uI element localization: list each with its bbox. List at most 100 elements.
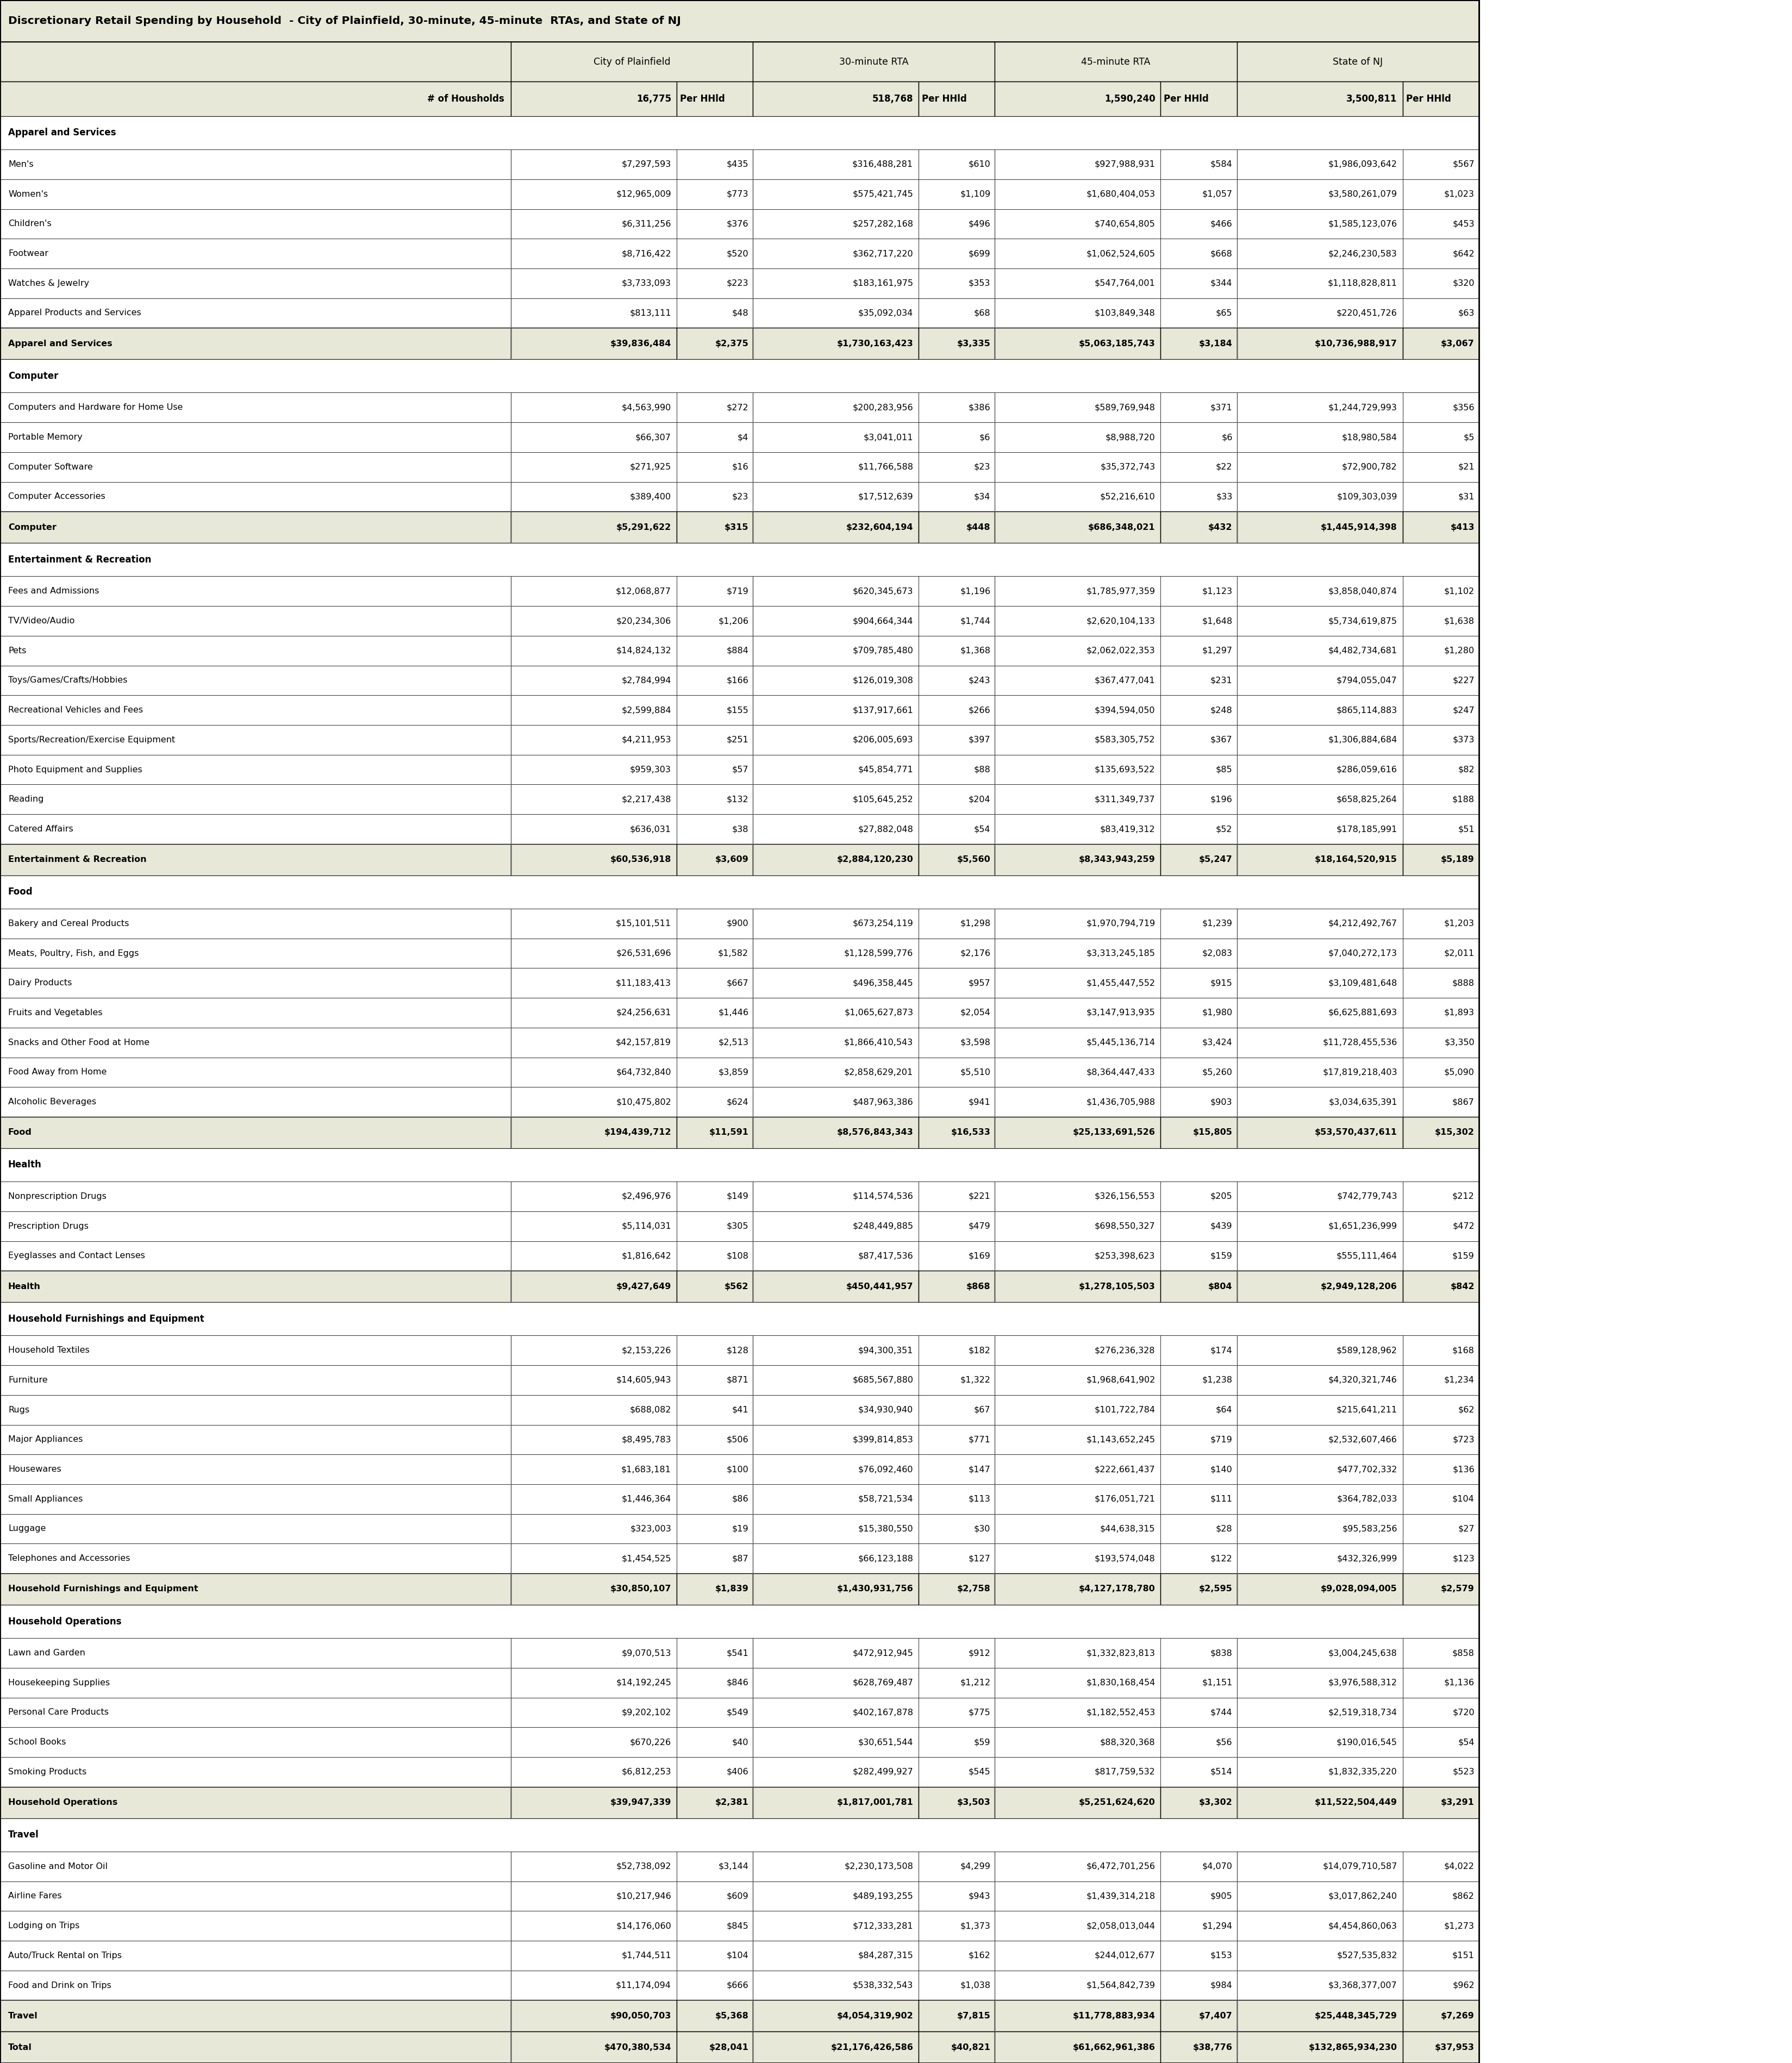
Text: Entertainment & Recreation: Entertainment & Recreation [9,555,151,565]
Bar [995,83,1161,116]
Bar [1161,1970,1236,2001]
Text: $3,503: $3,503 [957,1799,991,1807]
Text: $2,858,629,201: $2,858,629,201 [844,1069,912,1077]
Text: $243: $243 [968,677,991,685]
Bar [1161,1242,1236,1271]
Text: $65: $65 [1215,309,1233,318]
Text: $666: $666 [726,1980,749,1989]
Bar [511,1483,677,1514]
Bar [1236,695,1403,724]
Bar [676,1851,753,1881]
Text: $3,976,588,312: $3,976,588,312 [1328,1679,1396,1688]
Bar [676,299,753,328]
Bar [1236,635,1403,666]
Text: $487,963,386: $487,963,386 [853,1098,912,1106]
Bar [919,666,995,695]
Bar [1236,815,1403,844]
Text: $251: $251 [726,736,749,745]
Bar [995,268,1161,299]
Bar [1403,939,1478,968]
Bar [1403,1970,1478,2001]
Text: $865,114,883: $865,114,883 [1335,706,1396,714]
Bar [919,328,995,359]
Text: $194,439,712: $194,439,712 [604,1128,670,1137]
Bar [919,998,995,1027]
Text: $1,455,447,552: $1,455,447,552 [1086,980,1154,986]
Bar [919,1058,995,1087]
Bar [995,179,1161,208]
Text: $223: $223 [726,279,749,287]
Bar [1403,299,1478,328]
Text: $1,680,404,053: $1,680,404,053 [1086,190,1154,198]
Text: Computer Software: Computer Software [9,462,93,470]
Text: $362,717,220: $362,717,220 [853,250,912,258]
Bar [919,1910,995,1941]
Text: $58,721,534: $58,721,534 [858,1496,912,1504]
Bar [919,755,995,784]
Bar [919,1638,995,1667]
Text: $205: $205 [1210,1192,1233,1201]
Bar [1403,1910,1478,1941]
Bar [919,2032,995,2063]
Text: $6: $6 [1220,433,1233,441]
Bar [753,239,919,268]
Bar [1236,1426,1403,1454]
Bar [676,1395,753,1426]
Text: Lodging on Trips: Lodging on Trips [9,1923,79,1931]
Text: $448: $448 [966,524,991,532]
Text: $2,062,022,353: $2,062,022,353 [1086,646,1154,654]
Bar [1403,1574,1478,1605]
Text: Household Furnishings and Equipment: Household Furnishings and Equipment [9,1584,199,1593]
Bar [676,1667,753,1698]
Text: $151: $151 [1452,1952,1475,1960]
Text: Bakery and Cereal Products: Bakery and Cereal Products [9,920,129,928]
Bar [919,423,995,452]
Text: $101,722,784: $101,722,784 [1095,1405,1154,1413]
Bar [1403,998,1478,1027]
Bar [1236,1941,1403,1970]
Text: $4: $4 [737,433,749,441]
Text: Photo Equipment and Supplies: Photo Equipment and Supplies [9,765,142,774]
Text: $104: $104 [1452,1496,1475,1504]
Bar [753,1454,919,1483]
Text: $7,815: $7,815 [957,2011,991,2020]
Bar [511,268,677,299]
Bar [0,666,511,695]
Text: $1,203: $1,203 [1444,920,1475,928]
Bar [0,1483,511,1514]
Bar [995,1116,1161,1149]
Text: $204: $204 [968,794,991,803]
Bar [1161,1366,1236,1395]
Bar [0,1910,511,1941]
Bar [0,1970,511,2001]
Text: $37,953: $37,953 [1434,2042,1475,2051]
Bar [1403,1211,1478,1242]
Bar [1236,908,1403,939]
Bar [0,543,1478,576]
Bar [919,1242,995,1271]
Bar [0,908,511,939]
Text: $56: $56 [1215,1739,1233,1745]
Bar [995,1395,1161,1426]
Text: $72,900,782: $72,900,782 [1342,462,1396,470]
Bar [1403,576,1478,607]
Text: Major Appliances: Major Appliances [9,1436,82,1444]
Bar [1161,908,1236,939]
Bar [919,635,995,666]
Bar [1403,1116,1478,1149]
Text: $962: $962 [1452,1980,1475,1989]
Text: $326,156,553: $326,156,553 [1095,1192,1154,1201]
Text: $222,661,437: $222,661,437 [1095,1465,1154,1473]
Text: $5,189: $5,189 [1441,856,1475,864]
Text: $1,065,627,873: $1,065,627,873 [844,1009,912,1017]
Text: $42,157,819: $42,157,819 [616,1038,670,1046]
Text: $562: $562 [724,1283,749,1291]
Bar [753,908,919,939]
Text: $1,436,705,988: $1,436,705,988 [1086,1098,1154,1106]
Bar [995,2001,1161,2032]
Bar [676,1638,753,1667]
Text: $114,574,536: $114,574,536 [853,1192,912,1201]
Bar [919,1483,995,1514]
Text: $9,202,102: $9,202,102 [622,1708,670,1716]
Bar [1403,239,1478,268]
